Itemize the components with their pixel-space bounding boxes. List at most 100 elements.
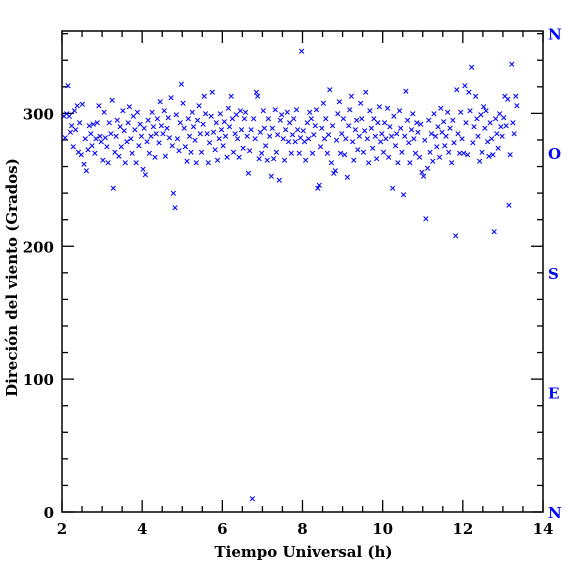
data-point: ×	[350, 156, 358, 166]
data-point: ×	[429, 157, 437, 167]
data-point: ×	[93, 119, 101, 129]
data-point: ×	[354, 145, 362, 155]
data-point: ×	[148, 108, 156, 118]
data-point: ×	[243, 132, 251, 142]
data-point: ×	[506, 151, 514, 161]
data-point: ×	[107, 129, 115, 139]
data-point: ×	[266, 132, 274, 142]
x-axis-label: Tiempo Universal (h)	[214, 543, 392, 561]
data-point: ×	[211, 145, 219, 155]
data-point: ×	[159, 129, 167, 139]
data-point: ×	[346, 105, 354, 115]
data-point: ×	[410, 135, 418, 145]
data-point: ×	[275, 176, 283, 186]
data-point: ×	[146, 149, 154, 159]
data-point: ×	[496, 109, 504, 119]
data-point: ×	[112, 132, 120, 142]
data-point: ×	[493, 129, 501, 139]
data-point: ×	[168, 141, 176, 151]
data-point: ×	[182, 143, 190, 153]
y-tick-label: 300	[23, 105, 54, 123]
data-point: ×	[279, 135, 287, 145]
direction-label: S	[548, 265, 559, 283]
data-point: ×	[361, 127, 369, 137]
axis-ticks	[61, 31, 544, 513]
data-point: ×	[400, 190, 408, 200]
data-point: ×	[421, 136, 429, 146]
x-tick-label: 8	[297, 520, 307, 538]
data-point: ×	[139, 165, 147, 175]
data-point: ×	[85, 121, 93, 131]
data-point: ×	[95, 101, 103, 111]
data-point: ×	[108, 96, 116, 106]
data-point: ×	[406, 159, 414, 169]
data-point: ×	[187, 148, 195, 158]
data-point: ×	[91, 149, 99, 159]
data-point: ×	[69, 143, 77, 153]
data-point: ×	[270, 155, 278, 165]
data-point: ×	[154, 115, 162, 125]
data-point: ×	[239, 144, 247, 154]
data-point: ×	[337, 149, 345, 159]
data-point: ×	[498, 132, 506, 142]
data-point: ×	[250, 115, 258, 125]
data-point: ×	[144, 116, 152, 126]
x-tick-label: 4	[137, 520, 147, 538]
data-point: ×	[450, 139, 458, 149]
data-point: ×	[209, 88, 217, 98]
data-point: ×	[510, 129, 518, 139]
data-point: ×	[364, 135, 372, 145]
data-point: ×	[142, 171, 150, 181]
data-point: ×	[199, 120, 207, 130]
axis-tick-labels: 2 4 6 8 10 12 14 0 100 200 300	[23, 105, 554, 538]
data-point: ×	[296, 149, 304, 159]
data-point: ×	[98, 137, 106, 147]
data-point: ×	[249, 495, 257, 505]
data-point: ×	[265, 115, 273, 125]
data-point: ×	[434, 123, 442, 133]
data-point: ×	[466, 107, 474, 117]
data-point: ×	[273, 148, 281, 158]
data-point: ×	[508, 60, 516, 70]
x-tick-label: 2	[57, 520, 67, 538]
data-point: ×	[290, 115, 298, 125]
data-point: ×	[68, 121, 76, 131]
data-point: ×	[404, 116, 412, 126]
data-point: ×	[362, 88, 370, 98]
data-point: ×	[470, 123, 478, 133]
data-point: ×	[428, 129, 436, 139]
data-point: ×	[494, 144, 502, 154]
data-point: ×	[342, 135, 350, 145]
data-point: ×	[390, 112, 398, 122]
data-point: ×	[274, 131, 282, 141]
data-point: ×	[207, 112, 215, 122]
data-point: ×	[333, 136, 341, 146]
data-point: ×	[226, 123, 234, 133]
data-point: ×	[190, 123, 198, 133]
data-point: ×	[405, 139, 413, 149]
data-point: ×	[386, 123, 394, 133]
data-point: ×	[345, 121, 353, 131]
data-point: ×	[441, 141, 449, 151]
data-point: ×	[160, 107, 168, 117]
data-point: ×	[115, 152, 123, 162]
data-point: ×	[453, 85, 461, 95]
data-point: ×	[114, 116, 122, 126]
data-point: ×	[448, 159, 456, 169]
data-point: ×	[134, 108, 142, 118]
data-point: ×	[257, 128, 265, 138]
data-point: ×	[223, 153, 231, 163]
data-point: ×	[99, 156, 107, 166]
data-point: ×	[191, 136, 199, 146]
data-point: ×	[150, 123, 158, 133]
data-point: ×	[231, 129, 239, 139]
y-axis-label: Direción del viento (Grados)	[3, 158, 21, 397]
data-point: ×	[213, 119, 221, 129]
data-point: ×	[417, 120, 425, 130]
data-point: ×	[376, 103, 384, 113]
data-point: ×	[366, 107, 374, 117]
data-point: ×	[444, 108, 452, 118]
data-point: ×	[368, 124, 376, 134]
data-point: ×	[358, 115, 366, 125]
